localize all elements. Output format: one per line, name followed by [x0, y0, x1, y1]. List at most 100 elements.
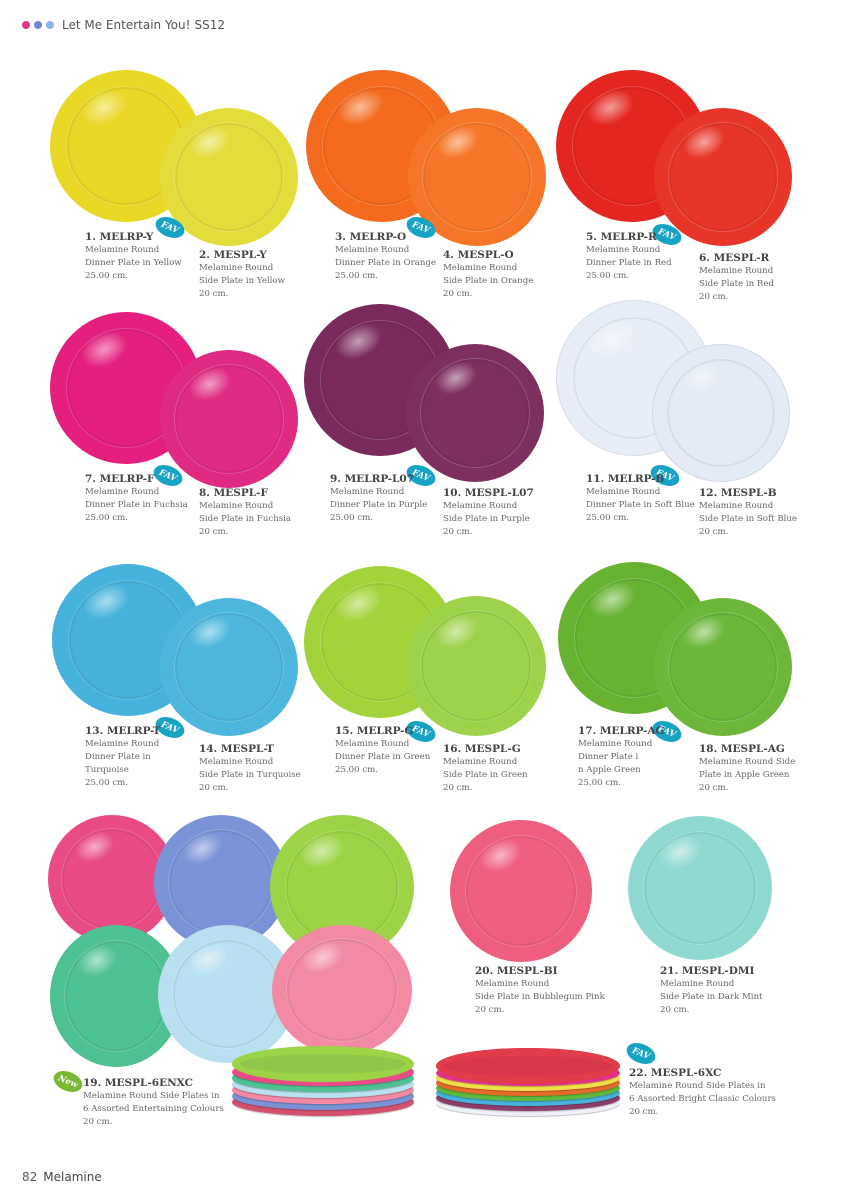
product-size: 20 cm. [199, 289, 229, 299]
section-name: Melamine [43, 1170, 102, 1184]
product-label: 9. MELRP-L07 Melamine Round Dinner Plate… [330, 472, 427, 525]
product-code: 18. MESPL-AG [699, 743, 785, 755]
product-code: 7. MELRP-F [85, 473, 155, 485]
product-desc: Side Plate in Yellow [199, 276, 285, 286]
page-footer: 82 Melamine [22, 1170, 102, 1184]
product-size: 20 cm. [699, 783, 729, 793]
product-code: 5. MELRP-R [586, 231, 657, 243]
product-desc: Melamine Round [660, 979, 735, 989]
product-desc: Side Plate in Soft Blue [699, 514, 798, 524]
product-label: 5. MELRP-R Melamine Round Dinner Plate i… [586, 230, 672, 283]
product-code: 4. MESPL-O [443, 249, 514, 261]
product-size: 20 cm. [199, 783, 229, 793]
plate-image-8[interactable] [160, 350, 298, 488]
product-code: 22. MESPL-6XC [629, 1067, 722, 1079]
product-size: 25.00 cm. [330, 513, 374, 523]
product-code: 12. MESPL-B [699, 487, 777, 499]
product-label: 4. MESPL-O Melamine Round Side Plate in … [443, 248, 533, 301]
product-desc: Melamine Round [85, 245, 160, 255]
product-desc: Melamine Round [199, 501, 274, 511]
stack-disc [436, 1048, 620, 1084]
product-size: 20 cm. [699, 527, 729, 537]
product-size: 20 cm. [660, 1005, 690, 1015]
product-desc: Side Plate in Red [699, 279, 774, 289]
header-dot-pink [22, 21, 30, 29]
product-label: 13. MELRP-T Melamine Round Dinner Plate … [85, 724, 160, 790]
fav-badge: FAV [623, 1039, 659, 1068]
product-label: 7. MELRP-F Melamine Round Dinner Plate i… [85, 472, 188, 525]
plate-image-20[interactable] [450, 820, 592, 962]
product-code: 6. MESPL-R [699, 252, 770, 264]
product-desc: Melamine Round [85, 487, 160, 497]
plate-stack-19[interactable] [232, 1046, 414, 1120]
product-size: 25.00 cm. [335, 271, 379, 281]
product-desc: Side Plate in Bubblegum Pink [475, 992, 605, 1002]
product-desc: Melamine Round [199, 263, 274, 273]
product-code: 19. MESPL-6ENXC [83, 1077, 193, 1089]
product-desc: Side Plate in Turquoise [199, 770, 301, 780]
plate-image-19f[interactable] [272, 925, 412, 1055]
product-desc: Dinner Plate in Yellow [85, 258, 182, 268]
product-size: 20 cm. [443, 527, 473, 537]
plate-stack-22[interactable] [436, 1048, 620, 1120]
header-dot-lightblue [46, 21, 54, 29]
product-code: 3. MELRP-O [335, 231, 407, 243]
product-desc: Melamine Round Side [699, 757, 796, 767]
product-code: 21. MESPL-DMI [660, 965, 755, 977]
product-label: 1. MELRP-Y Melamine Round Dinner Plate i… [85, 230, 182, 283]
product-size: 20 cm. [629, 1107, 659, 1117]
product-size: 25.00 cm. [85, 271, 129, 281]
product-desc: Dinner Plate in Fuchsia [85, 500, 188, 510]
plate-image-12[interactable] [652, 344, 790, 482]
product-label: 8. MESPL-F Melamine Round Side Plate in … [199, 486, 291, 539]
product-desc: Melamine Round [699, 266, 774, 276]
plate-image-6[interactable] [654, 108, 792, 246]
product-desc: Side Plate in Green [443, 770, 528, 780]
product-size: 20 cm. [443, 289, 473, 299]
plate-image-10[interactable] [406, 344, 544, 482]
product-label: 22. MESPL-6XC Melamine Round Side Plates… [629, 1066, 776, 1119]
new-badge: New [50, 1067, 86, 1096]
plate-image-18[interactable] [654, 598, 792, 736]
product-code: 9. MELRP-L07 [330, 473, 415, 485]
plate-image-21[interactable] [628, 816, 772, 960]
product-desc: Melamine Round [475, 979, 550, 989]
product-code: 20. MESPL-BI [475, 965, 558, 977]
product-label: 21. MESPL-DMI Melamine Round Side Plate … [660, 964, 763, 1017]
product-desc: Side Plate in Dark Mint [660, 992, 763, 1002]
product-desc: Melamine Round [578, 739, 653, 749]
product-code: 1. MELRP-Y [85, 231, 154, 243]
product-label: 6. MESPL-R Melamine Round Side Plate in … [699, 251, 774, 304]
product-desc: Plate in Apple Green [699, 770, 790, 780]
product-desc: Melamine Round [335, 739, 410, 749]
product-code: 8. MESPL-F [199, 487, 268, 499]
plate-image-2[interactable] [160, 108, 298, 246]
product-size: 20 cm. [83, 1117, 113, 1127]
product-desc: Side Plate in Fuchsia [199, 514, 292, 524]
catalog-title: Let Me Entertain You! [62, 18, 191, 32]
product-desc: Melamine Round [335, 245, 410, 255]
product-label: 19. MESPL-6ENXC Melamine Round Side Plat… [83, 1076, 224, 1129]
product-label: 17. MELRP-AG Melamine Round Dinner Plate… [578, 724, 664, 790]
product-label: 20. MESPL-BI Melamine Round Side Plate i… [475, 964, 605, 1017]
product-size: 25.00 cm. [85, 513, 129, 523]
product-code: 11. MELRP-B [586, 473, 665, 485]
product-desc: Turquoise [85, 765, 129, 775]
season-label: SS12 [194, 18, 225, 32]
product-desc: Melamine Round [586, 487, 661, 497]
product-desc: n Apple Green [578, 765, 641, 775]
product-desc: Melamine Round [586, 245, 661, 255]
product-desc: 6 Assorted Entertaining Colours [83, 1104, 224, 1114]
product-size: 25.00 cm. [335, 765, 379, 775]
product-desc: Dinner Plate in Purple [330, 500, 428, 510]
product-label: 10. MESPL-L07 Melamine Round Side Plate … [443, 486, 534, 539]
product-code: 13. MELRP-T [85, 725, 161, 737]
plate-image-14[interactable] [160, 598, 298, 736]
product-desc: Dinner Plate in Green [335, 752, 431, 762]
product-label: 11. MELRP-B Melamine Round Dinner Plate … [586, 472, 695, 525]
product-desc: Melamine Round [330, 487, 405, 497]
product-desc: Dinner Plate in Orange [335, 258, 436, 268]
page-header: Let Me Entertain You! SS12 [22, 18, 225, 32]
product-desc: Dinner Plate in Red [586, 258, 672, 268]
plate-image-16[interactable] [406, 596, 546, 736]
